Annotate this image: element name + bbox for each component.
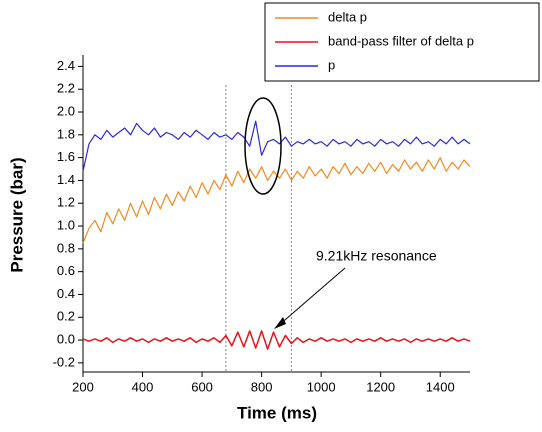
x-tick-label: 200: [72, 379, 94, 394]
legend-label: p: [328, 57, 335, 72]
y-tick-label: 0.6: [57, 263, 75, 278]
y-tick-label: 1.4: [57, 172, 75, 187]
x-axis-title: Time (ms): [237, 403, 317, 422]
y-tick-label: 2.2: [57, 81, 75, 96]
series-line: [82, 120, 471, 172]
y-tick-label: 1.8: [57, 126, 75, 141]
x-tick-label: 800: [251, 379, 273, 394]
y-tick-label: 1.6: [57, 149, 75, 164]
legend-label: delta p: [328, 9, 367, 24]
x-tick-label: 400: [132, 379, 154, 394]
y-tick-label: 2.4: [57, 58, 75, 73]
arrow-head: [274, 317, 286, 329]
y-tick-label: 0.0: [57, 332, 75, 347]
series-line: [82, 157, 471, 244]
y-axis-title: Pressure (bar): [7, 157, 26, 272]
y-tick-label: 1.0: [57, 217, 75, 232]
highlight-ellipse: [244, 97, 282, 195]
y-tick-label: 2.0: [57, 103, 75, 118]
x-tick-label: 600: [191, 379, 213, 394]
legend-label: band-pass filter of delta p: [328, 33, 474, 48]
y-tick-label: 1.2: [57, 195, 75, 210]
y-tick-label: 0.8: [57, 240, 75, 255]
annotation-arrow: [277, 267, 346, 327]
y-tick-label: 0.2: [57, 309, 75, 324]
y-tick-label: -0.2: [53, 354, 75, 369]
x-tick-label: 1200: [366, 379, 395, 394]
x-tick-label: 1400: [426, 379, 455, 394]
x-tick-label: 1000: [307, 379, 336, 394]
y-tick-label: 0.4: [57, 286, 75, 301]
annotation: 9.21kHz resonance: [316, 248, 437, 264]
series-line: [82, 330, 471, 350]
